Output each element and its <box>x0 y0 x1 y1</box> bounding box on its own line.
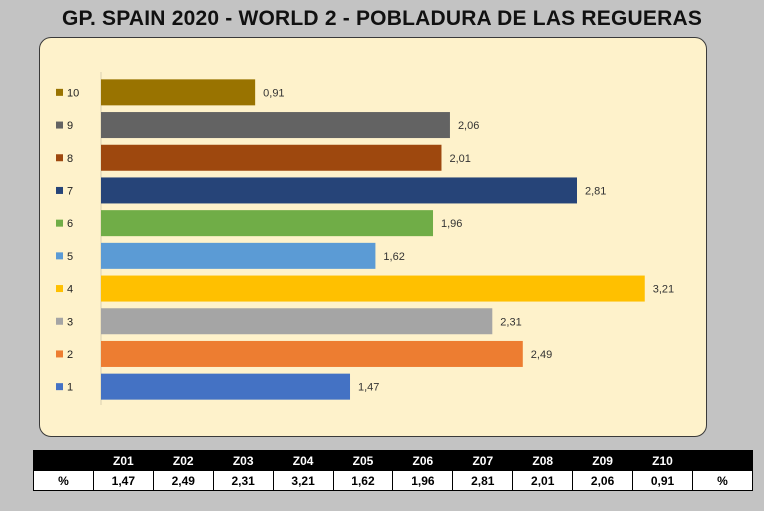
table-row: % 1,47 2,49 2,31 3,21 1,62 1,96 2,81 2,0… <box>33 470 754 491</box>
table-header-cell: Z01 <box>92 450 154 471</box>
bar <box>101 242 376 269</box>
data-label: 1,96 <box>441 218 462 230</box>
bar <box>101 340 523 367</box>
bar <box>101 308 493 335</box>
zone-percent-table: Z01 Z02 Z03 Z04 Z05 Z06 Z07 Z08 Z09 Z10 … <box>33 450 754 491</box>
table-cell: 2,31 <box>212 470 274 491</box>
data-label: 2,31 <box>500 316 521 328</box>
table-cell: 3,21 <box>272 470 334 491</box>
table-cell: 2,01 <box>512 470 574 491</box>
bar-chart: 1,47 1 2,49 2 2,31 3 3,21 4 1,62 5 1,96 6 2,81 7 2,01 8… <box>56 72 674 405</box>
table-row-label: % <box>33 470 94 491</box>
legend-label: 2 <box>67 349 73 361</box>
bar <box>101 112 450 139</box>
data-label: 1,62 <box>383 251 404 263</box>
table-header-cell: Z09 <box>572 450 634 471</box>
bar <box>101 79 256 106</box>
legend-label: 5 <box>67 251 73 263</box>
table-cell: 1,47 <box>92 470 154 491</box>
table-cell: 2,81 <box>452 470 514 491</box>
legend-label: 4 <box>67 284 73 296</box>
legend-swatch <box>56 154 63 162</box>
data-label: 2,01 <box>449 153 470 165</box>
data-label: 1,47 <box>358 382 379 394</box>
data-label: 2,06 <box>458 120 479 132</box>
table-header-corner <box>33 450 94 471</box>
table-header-row: Z01 Z02 Z03 Z04 Z05 Z06 Z07 Z08 Z09 Z10 <box>33 450 754 471</box>
bar <box>101 275 645 302</box>
table-header-cell: Z05 <box>332 450 394 471</box>
data-label: 0,91 <box>263 87 284 99</box>
legend-swatch <box>56 317 63 325</box>
legend-label: 10 <box>67 87 79 99</box>
table-header-cell: Z08 <box>512 450 574 471</box>
bar <box>101 373 351 400</box>
legend-label: 1 <box>67 382 73 394</box>
data-label: 2,81 <box>585 185 606 197</box>
table-header-cell: Z04 <box>272 450 334 471</box>
table-cell: 1,62 <box>332 470 394 491</box>
data-label: 3,21 <box>653 284 674 296</box>
legend-swatch <box>56 383 63 391</box>
table-cell: 1,96 <box>392 470 454 491</box>
data-label: 2,49 <box>531 349 552 361</box>
table-row-suffix: % <box>691 470 754 491</box>
legend-label: 7 <box>67 185 73 197</box>
table-header-cell: Z07 <box>452 450 514 471</box>
legend-label: 6 <box>67 218 73 230</box>
legend-swatch <box>56 88 63 96</box>
bar <box>101 177 577 204</box>
legend-swatch <box>56 285 63 293</box>
legend-swatch <box>56 350 63 358</box>
legend-label: 8 <box>67 153 73 165</box>
legend-label: 9 <box>67 120 73 132</box>
table-cell: 2,06 <box>572 470 634 491</box>
table-header-cell: Z03 <box>212 450 274 471</box>
chart-title: GP. SPAIN 2020 - WORLD 2 - POBLADURA DE … <box>61 7 703 30</box>
table-cell: 2,49 <box>152 470 214 491</box>
legend-swatch <box>56 219 63 227</box>
chart-panel: 1,47 1 2,49 2 2,31 3 3,21 4 1,62 5 1,96 6 2,81 7 2,01 8… <box>39 37 707 437</box>
legend-swatch <box>56 252 63 260</box>
table-header-cell: Z02 <box>152 450 214 471</box>
legend-swatch <box>56 121 63 129</box>
table-header-end <box>691 450 754 471</box>
table-header-cell: Z06 <box>392 450 454 471</box>
legend-label: 3 <box>67 316 73 328</box>
bar <box>101 210 434 237</box>
table-header-cell: Z10 <box>632 450 693 471</box>
table-cell: 0,91 <box>632 470 693 491</box>
legend-swatch <box>56 186 63 194</box>
bar <box>101 144 442 171</box>
